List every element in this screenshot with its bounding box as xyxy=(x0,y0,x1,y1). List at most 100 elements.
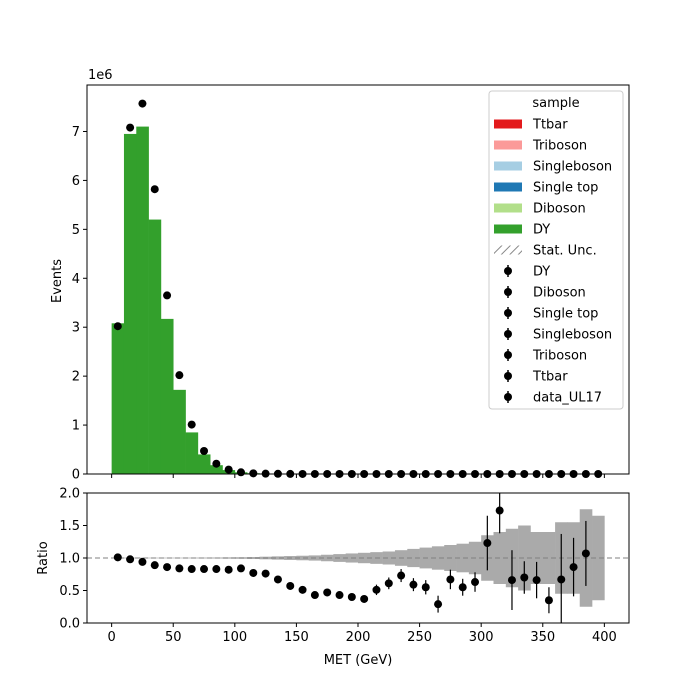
ratio-point xyxy=(286,581,295,590)
ratio-point xyxy=(569,563,578,572)
ratio-point xyxy=(224,565,233,574)
x-tick-label: 50 xyxy=(165,630,182,645)
ratio-point xyxy=(581,549,590,558)
uncertainty-bin xyxy=(222,557,236,559)
ratio-point xyxy=(421,583,430,592)
ratio-point xyxy=(200,565,209,574)
ratio-y-axis-label: Ratio xyxy=(36,541,51,574)
legend: sample Ttbar Triboson Singleboson Single top… xyxy=(488,90,624,410)
x-tick-label: 350 xyxy=(530,630,555,645)
legend-marker xyxy=(504,288,512,296)
x-tick-label: 0 xyxy=(107,630,115,645)
data-point xyxy=(163,291,172,300)
data-point xyxy=(138,99,147,108)
ratio-point xyxy=(298,585,307,594)
legend-marker xyxy=(504,267,512,275)
hist-bar-dy xyxy=(123,133,137,474)
uncertainty-bin xyxy=(247,557,260,559)
uncertainty-bin xyxy=(518,525,531,591)
ratio-point xyxy=(261,569,270,578)
y-tick-label: 5 xyxy=(72,223,80,238)
ratio-point xyxy=(544,596,553,605)
ratio-point xyxy=(163,563,172,572)
uncertainty-bin xyxy=(271,556,285,560)
main-y-axis-label: Events xyxy=(50,259,65,303)
ratio-point xyxy=(347,593,356,601)
x-tick-label: 400 xyxy=(592,630,617,645)
ratio-y-ticks: 0.0 0.5 1.0 1.5 2.0 xyxy=(59,487,87,632)
uncertainty-bin xyxy=(592,515,605,601)
ratio-point xyxy=(335,591,344,600)
legend-marker xyxy=(504,309,512,317)
ratio-point xyxy=(273,575,282,584)
legend-marker xyxy=(504,393,512,401)
data-point xyxy=(212,459,221,468)
ratio-point xyxy=(557,575,566,584)
y-tick-label: 0 xyxy=(72,468,80,483)
data-point xyxy=(187,420,196,429)
legend-swatch xyxy=(494,224,522,234)
y-tick-label: 7 xyxy=(72,125,80,140)
legend-label: Singleboson xyxy=(533,160,612,175)
hist-bar-dy xyxy=(148,219,162,474)
ratio-point xyxy=(495,506,504,515)
legend-label: Ttbar xyxy=(532,370,568,385)
x-tick-label: 300 xyxy=(469,630,494,645)
stacked-histogram xyxy=(111,126,605,475)
ratio-point xyxy=(249,568,258,577)
ratio-point xyxy=(483,539,492,548)
uncertainty-bin xyxy=(542,532,556,584)
uncertainty-bin xyxy=(197,557,211,559)
main-panel: 0 1 2 3 4 5 6 7 1e6 Events sample Ttbar Triboson S… xyxy=(50,68,630,483)
y-exponent-label: 1e6 xyxy=(88,68,113,83)
ratio-point xyxy=(458,583,467,592)
uncertainty-bin xyxy=(296,555,310,561)
legend-label: Stat. Unc. xyxy=(533,244,597,259)
ratio-point xyxy=(310,591,319,600)
ratio-y-tick-label: 2.0 xyxy=(59,487,80,502)
ratio-point xyxy=(532,576,541,585)
data-point xyxy=(200,447,209,456)
x-axis-label: MET (GeV) xyxy=(324,653,393,668)
y-tick-label: 1 xyxy=(72,419,80,434)
ratio-point xyxy=(434,600,443,609)
y-tick-label: 6 xyxy=(72,174,80,189)
hist-bar-dy xyxy=(136,126,149,475)
ratio-point xyxy=(507,576,516,585)
ratio-point xyxy=(187,565,196,574)
uncertainty-bin xyxy=(431,546,445,570)
hist-bar-dy xyxy=(160,318,174,474)
ratio-point xyxy=(175,564,184,573)
ratio-point xyxy=(323,588,332,597)
x-tick-label: 200 xyxy=(346,630,371,645)
ratio-y-tick-label: 1.5 xyxy=(59,519,80,534)
legend-label: Diboson xyxy=(533,286,586,301)
ratio-y-tick-label: 1.0 xyxy=(59,552,80,567)
ratio-point xyxy=(446,575,455,584)
ratio-points xyxy=(113,493,590,623)
ratio-point xyxy=(360,594,369,603)
y-tick-label: 2 xyxy=(72,370,80,385)
y-tick-label: 4 xyxy=(72,272,80,287)
ratio-point xyxy=(212,565,221,574)
data-point xyxy=(113,322,122,331)
ratio-point xyxy=(384,579,393,588)
main-x-ticks xyxy=(111,474,605,478)
main-y-ticks: 0 1 2 3 4 5 6 7 xyxy=(72,125,87,483)
hist-bar-dy xyxy=(197,454,211,474)
hist-bar-dy xyxy=(173,389,186,474)
uncertainty-bin xyxy=(407,548,420,568)
legend-swatch xyxy=(494,161,522,171)
legend-hatch-swatch xyxy=(494,245,522,255)
uncertainty-bin xyxy=(382,551,396,565)
ratio-panel: 0.0 0.5 1.0 1.5 2.0 0 50 100 150 200 250 300 350 400… xyxy=(36,487,630,668)
x-tick-label: 150 xyxy=(284,630,309,645)
data-point xyxy=(150,185,159,194)
ratio-point xyxy=(409,580,418,589)
legend-label: Single top xyxy=(533,307,598,322)
ratio-point xyxy=(372,585,381,594)
legend-label: Single top xyxy=(533,181,598,196)
legend-label: DY xyxy=(533,265,550,280)
legend-marker xyxy=(504,372,512,380)
